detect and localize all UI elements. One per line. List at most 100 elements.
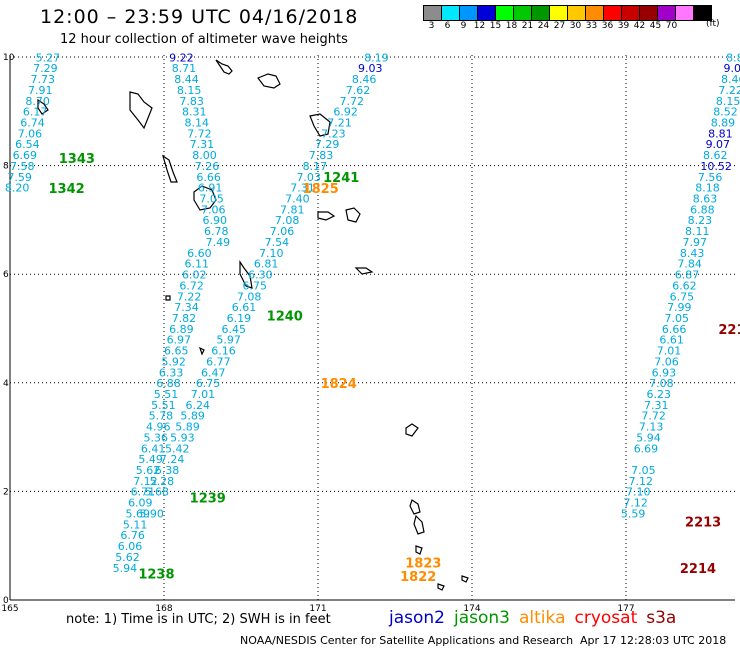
wave-height-value: 7.08 [649,377,674,390]
wave-height-value: 8.18 [695,182,720,195]
island-outline [129,91,153,130]
wave-height-value: 6.75 [670,290,695,303]
wave-height-value: 7.91 [28,84,53,97]
island-outline [415,545,423,555]
wave-height-value: 5.69 [126,507,151,520]
wave-height-value: 6.17 [23,106,48,119]
island-outline [198,346,205,356]
wave-height-value: 6.93 [652,366,677,379]
wave-height-value: 6.71 [131,486,156,499]
wave-height-value: 6.66 [196,171,221,184]
wave-height-value: 7.05 [631,464,656,477]
wave-height-value: 8.83 [726,51,740,64]
wave-height-value: 7.29 [315,138,340,151]
pass-time-label: 2214 [680,562,716,577]
wave-height-value: 5.89 [180,410,205,423]
wave-height-value: 5.62 [136,464,161,477]
wave-height-value: 6.11 [185,258,210,271]
wave-height-value: 10.52 [700,160,732,173]
wave-height-value: 8.11 [685,225,710,238]
wave-height-value: 5.90 [139,507,164,520]
wave-height-value: 7.06 [201,203,226,216]
y-tick-label: 0 [3,596,9,606]
island-outline [257,73,281,89]
wave-height-value: 5.94 [113,562,137,575]
island-outline [193,185,217,211]
wave-height-value: 6.02 [182,269,207,282]
color-swatch-label: 3 [428,21,435,31]
wave-height-value: 9.07 [706,138,731,151]
wave-height-value: 4.96 [146,421,171,434]
wave-height-value: 6.69 [13,149,38,162]
pass-time-label: 2213 [685,516,721,531]
x-tick-label: 165 [1,604,18,614]
land-outlines [37,59,469,591]
island-outline [239,260,253,289]
pass-time-label: 1241 [323,171,359,186]
wave-height-value: 7.59 [7,171,32,184]
wave-height-value: 7.24 [160,453,185,466]
y-tick-label: 10 [3,53,15,63]
wave-height-value: 6.09 [128,497,153,510]
x-tick-label: 177 [617,604,634,614]
wave-height-value: 7.01 [657,345,682,358]
wave-height-value: 7.82 [172,312,197,325]
x-tick-label: 174 [463,604,480,614]
wave-height-value: 6.72 [179,279,204,292]
y-tick-label: 6 [3,270,9,280]
x-tick-label: 171 [309,604,326,614]
color-swatch-label: 21 [521,21,534,31]
wave-height-value: 6.54 [15,138,39,151]
wave-height-value: 6.88 [690,203,715,216]
color-scale [423,5,712,21]
wave-height-value: 8.70 [25,95,50,108]
wave-height-value: 6.90 [203,214,228,227]
wave-height-value: 6.75 [196,377,221,390]
wave-height-value: 7.01 [191,388,216,401]
wave-height-value: 5.28 [150,475,175,488]
wave-height-value: 8.71 [172,62,197,75]
color-swatch-label: 9 [460,21,467,31]
wave-height-value: 8.17 [303,160,328,173]
y-tick-label: 4 [3,379,9,389]
wave-height-value: 5.36 [143,431,168,444]
wave-height-value: 6.60 [187,247,212,260]
wave-height-value: 6.61 [232,301,257,314]
pass-time-label: 1239 [190,491,226,506]
color-swatch-label: 12 [473,21,486,31]
wave-height-value: 7.08 [275,214,300,227]
color-swatch-label: 18 [505,21,518,31]
wave-height-value: 7.05 [199,193,224,206]
wave-height-value: 6.06 [118,540,143,553]
satellite-legend-item: altika [519,608,566,628]
wave-height-value: 7.05 [665,312,690,325]
wave-height-value: 8.20 [5,182,30,195]
wave-height-value: 5.11 [123,518,148,531]
wave-height-value: 6.19 [227,312,252,325]
wave-height-value: 7.81 [280,203,305,216]
wave-height-value: 6.23 [647,388,672,401]
pass-time-label: 1240 [267,309,303,324]
pass-time-label: 1825 [303,182,339,197]
wave-height-value: 6.74 [20,117,45,130]
wave-height-value: 6.88 [156,377,181,390]
island-outline [409,499,421,515]
wave-height-value: 6.75 [243,279,267,292]
island-outline [461,575,469,583]
wave-height-value: 5.27 [36,51,61,64]
wave-height-value: 5.92 [161,355,186,368]
wave-height-value: 7.10 [626,486,651,499]
wave-height-value: 8.14 [185,117,210,130]
wave-height-value: 7.22 [718,84,740,97]
wave-height-value: 7.62 [346,84,371,97]
island-outline [345,207,361,223]
color-swatch-label: 27 [553,21,566,31]
wave-height-value: 7.13 [639,421,664,434]
grid-lines [9,55,735,601]
wave-height-value: 7.83 [179,95,204,108]
color-swatch-label: 36 [601,21,614,31]
wave-height-value: 6.41 [141,442,166,455]
pass-time-label: 1824 [321,377,357,392]
island-outline [437,583,445,591]
